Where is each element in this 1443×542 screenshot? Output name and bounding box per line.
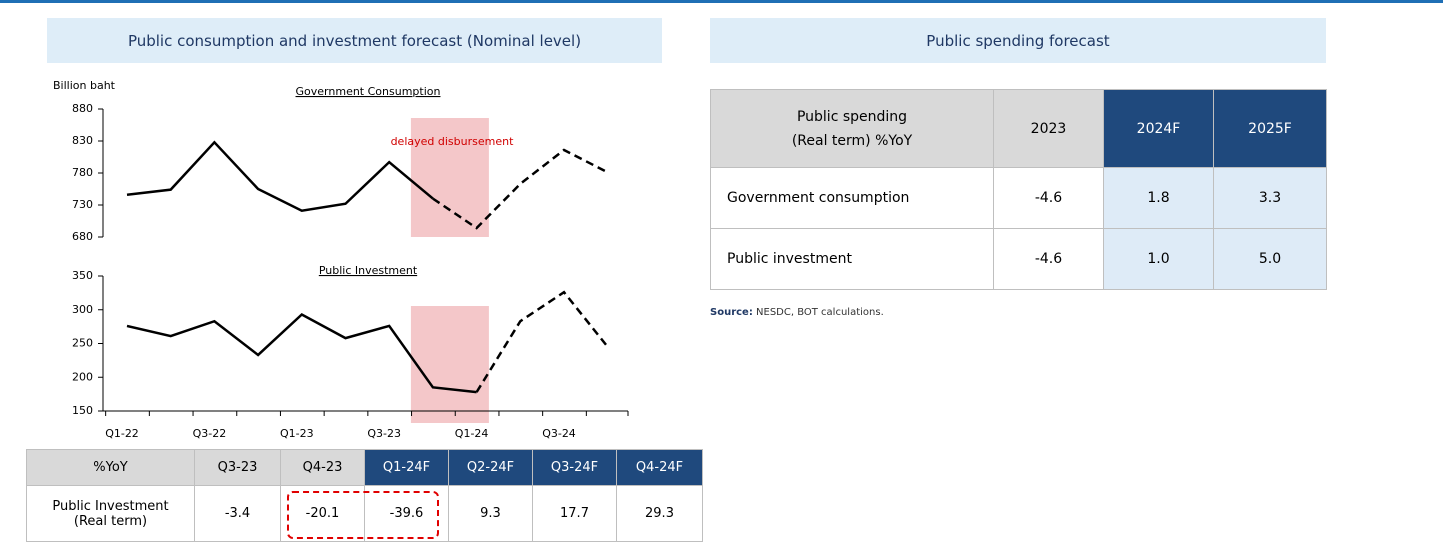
value-cell: 5.0 <box>1213 228 1327 290</box>
x-tick-label: Q3-23 <box>367 427 401 440</box>
cell-text: Q1-24F <box>382 460 431 475</box>
header-cell: 2023 <box>993 89 1104 168</box>
series-line <box>475 290 609 393</box>
y-tick-label: 200 <box>72 370 93 383</box>
top-rule <box>0 0 1443 3</box>
header-cell: Q2-24F <box>448 449 533 486</box>
value-cell: 17.7 <box>532 485 617 542</box>
header-cell: %YoY <box>26 449 195 486</box>
cell-text: 17.7 <box>560 506 589 521</box>
cell-text: Government consumption <box>727 190 910 206</box>
cell-text: 1.8 <box>1147 190 1170 206</box>
header-cell: Q1-24F <box>364 449 449 486</box>
value-cell: -3.4 <box>194 485 281 542</box>
value-cell: 29.3 <box>616 485 703 542</box>
annotation: delayed disbursement <box>391 135 515 148</box>
cell-text: 2025F <box>1248 120 1292 137</box>
series-line <box>126 312 477 394</box>
cell-text: Public Investment <box>52 498 169 514</box>
panel-title: Public consumption and investment foreca… <box>47 18 662 63</box>
cell-text: 3.3 <box>1258 190 1282 206</box>
source-text: NESDC, BOT calculations. <box>756 307 884 318</box>
value-cell: 1.8 <box>1103 167 1214 229</box>
cell-text: 1.0 <box>1147 251 1170 267</box>
row: Government consumption -4.6 1.8 3.3 <box>710 167 1327 229</box>
y-tick-label: 730 <box>72 198 93 211</box>
cell-text: -20.1 <box>305 506 340 521</box>
row: Public spending (Real term) %YoY 2023 2024F… <box>710 89 1327 168</box>
header-cell: 2024F <box>1103 89 1214 168</box>
row-label: Government consumption <box>710 167 994 229</box>
series-line <box>432 148 609 230</box>
cell-text: -3.4 <box>224 506 251 521</box>
chart-title: Public Investment <box>319 264 418 277</box>
cell-text: Q4-24F <box>635 460 684 475</box>
cell-text: (Real term) %YoY <box>791 132 913 149</box>
cell-text: Q2-24F <box>466 460 515 475</box>
y-tick-label: 880 <box>72 102 93 115</box>
y-tick-label: 300 <box>72 303 93 316</box>
source: Source: NESDC, BOT calculations. <box>710 307 884 318</box>
cell-text: 2024F <box>1136 120 1181 137</box>
source-label: Source: <box>710 307 753 318</box>
cell-text: 9.3 <box>480 506 501 521</box>
row-label: Public Investment (Real term) <box>26 485 195 542</box>
chart-title: Government Consumption <box>296 85 441 98</box>
cell-text: Q3-23 <box>217 460 258 475</box>
cell-text: Q4-23 <box>302 460 343 475</box>
cell-text: -4.6 <box>1034 190 1063 206</box>
cell-text: 2023 <box>1030 120 1067 137</box>
quarter-table: %YoY Q3-23 Q4-23 Q1-24F Q2-24F Q3-24F Q4-24F Pu… <box>26 449 703 542</box>
cell-text: Public investment <box>727 251 852 267</box>
row: Public Investment (Real term) -3.4 -20.1 -39… <box>26 485 703 542</box>
x-tick-label: Q1-23 <box>280 427 314 440</box>
value-cell: 1.0 <box>1103 228 1214 290</box>
header-cell: 2025F <box>1213 89 1327 168</box>
cell-text: (Real term) <box>73 513 148 529</box>
y-tick-label: 680 <box>72 230 93 243</box>
y-tick-label: 250 <box>72 337 93 350</box>
row: Public investment -4.6 1.0 5.0 <box>710 228 1327 290</box>
y-tick-label: 780 <box>72 166 93 179</box>
row: %YoY Q3-23 Q4-23 Q1-24F Q2-24F Q3-24F Q4-24F <box>26 449 703 486</box>
header-cell: Q4-24F <box>616 449 703 486</box>
cell-text: %YoY <box>93 460 128 475</box>
cell-text: 5.0 <box>1258 251 1282 267</box>
y-tick-label: 150 <box>72 404 93 417</box>
cell-text: Public spending <box>796 108 908 125</box>
x-tick-label: Q3-22 <box>193 427 227 440</box>
cell-text: -39.6 <box>389 506 424 521</box>
cell-text: -4.6 <box>1034 251 1063 267</box>
y-axis-label: Billion baht <box>53 79 116 92</box>
header-cell: Q4-23 <box>280 449 365 486</box>
x-tick-label: Q1-22 <box>105 427 139 440</box>
header-cell: Q3-23 <box>194 449 281 486</box>
y-tick-label: 350 <box>72 269 93 282</box>
header-cell: Q3-24F <box>532 449 617 486</box>
x-tick-label: Q3-24 <box>542 427 576 440</box>
cell-text: Q3-24F <box>550 460 599 475</box>
y-tick-label: 830 <box>72 134 93 147</box>
value-cell: 9.3 <box>448 485 533 542</box>
series-line <box>126 140 434 213</box>
charts: delayed disbursement Billion baht Governme… <box>53 79 629 440</box>
cell-text: 29.3 <box>645 506 674 521</box>
shaded-period <box>410 118 489 237</box>
shaded-period <box>410 306 489 423</box>
panel-title: Public spending forecast <box>710 18 1326 63</box>
value-cell: -20.1 <box>280 485 365 542</box>
value-cell: -4.6 <box>993 167 1104 229</box>
value-cell: -4.6 <box>993 228 1104 290</box>
x-tick-label: Q1-24 <box>455 427 489 440</box>
highlight-box <box>287 491 439 539</box>
spending-table: Public spending (Real term) %YoY 2023 2024F… <box>710 89 1327 290</box>
row-label: Public investment <box>710 228 994 290</box>
value-cell: 3.3 <box>1213 167 1327 229</box>
header-cell: Public spending (Real term) %YoY <box>710 89 994 168</box>
